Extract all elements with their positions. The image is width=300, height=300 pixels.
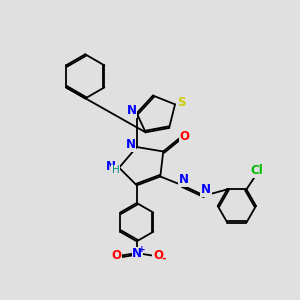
Text: O: O bbox=[153, 249, 163, 262]
Text: O: O bbox=[180, 130, 190, 143]
Text: +: + bbox=[138, 245, 146, 254]
Text: Cl: Cl bbox=[250, 164, 263, 177]
Text: N: N bbox=[132, 247, 142, 260]
Text: N: N bbox=[127, 104, 136, 117]
Text: -: - bbox=[161, 254, 166, 263]
Text: N: N bbox=[126, 138, 136, 151]
Text: S: S bbox=[177, 95, 186, 109]
Text: N: N bbox=[179, 173, 189, 186]
Text: N: N bbox=[201, 183, 211, 196]
Text: N: N bbox=[106, 160, 116, 173]
Text: H: H bbox=[112, 165, 119, 175]
Text: O: O bbox=[111, 249, 121, 262]
